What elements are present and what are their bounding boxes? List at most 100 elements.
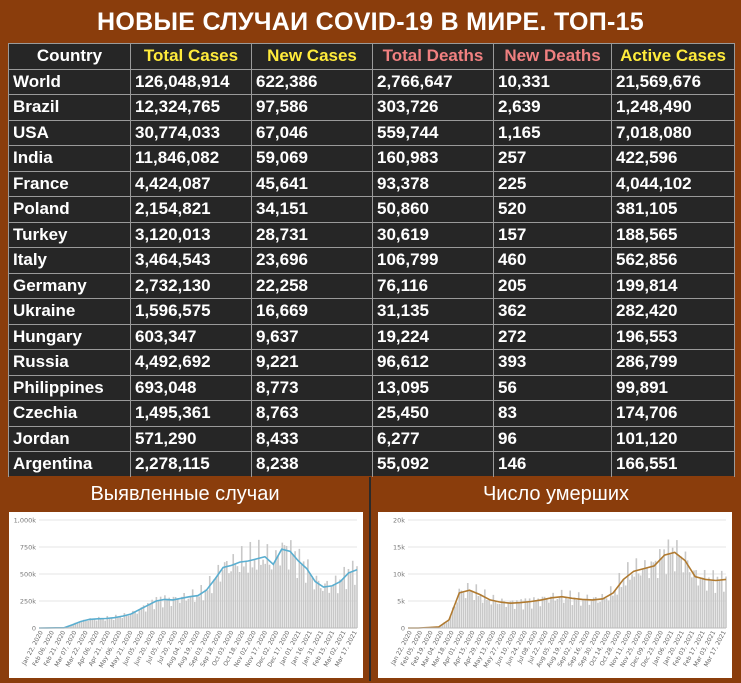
- bar: [102, 618, 104, 628]
- bar: [145, 612, 147, 628]
- cell-total-cases: 571,290: [131, 426, 252, 452]
- bar: [241, 546, 243, 628]
- bar: [320, 588, 322, 628]
- bar: [678, 555, 680, 628]
- page-title: НОВЫЕ СЛУЧАИ COVID-19 В МИРЕ. ТОП-15: [0, 0, 741, 42]
- bar: [529, 598, 531, 628]
- bar: [680, 557, 682, 628]
- bar: [258, 540, 260, 628]
- bar: [604, 598, 606, 628]
- bar: [486, 600, 488, 628]
- bar: [471, 591, 473, 628]
- header-active-cases: Active Cases: [612, 44, 735, 70]
- bar: [623, 579, 625, 628]
- bar: [661, 557, 663, 628]
- cell-total-cases: 3,120,013: [131, 222, 252, 248]
- cell-new-cases: 8,773: [252, 375, 373, 401]
- bar: [350, 573, 352, 628]
- bar: [254, 559, 256, 628]
- cell-new-deaths: 146: [494, 452, 612, 478]
- cell-total-cases: 1,495,361: [131, 401, 252, 427]
- cell-total-cases: 693,048: [131, 375, 252, 401]
- cell-total-deaths: 30,619: [373, 222, 494, 248]
- cell-total-deaths: 106,799: [373, 248, 494, 274]
- cell-active-cases: 562,856: [612, 248, 735, 274]
- cell-total-deaths: 55,092: [373, 452, 494, 478]
- cell-total-cases: 4,492,692: [131, 350, 252, 376]
- cell-country: Russia: [9, 350, 131, 376]
- bar: [672, 548, 674, 628]
- bar: [693, 570, 695, 628]
- cell-country: USA: [9, 120, 131, 146]
- bar: [87, 621, 89, 628]
- header-country: Country: [9, 44, 131, 70]
- cell-total-deaths: 559,744: [373, 120, 494, 146]
- bar: [158, 601, 160, 628]
- cell-country: Poland: [9, 197, 131, 223]
- bar: [469, 591, 471, 628]
- bar: [465, 598, 467, 628]
- bar: [683, 572, 685, 628]
- bar: [621, 587, 623, 628]
- bar: [540, 606, 542, 628]
- bar: [648, 578, 650, 628]
- bar: [205, 590, 207, 628]
- bar: [269, 565, 271, 628]
- bar: [303, 561, 305, 628]
- cell-active-cases: 7,018,080: [612, 120, 735, 146]
- bar: [356, 566, 358, 628]
- bar: [719, 581, 721, 628]
- bar: [243, 566, 245, 628]
- header-new-deaths: New Deaths: [494, 44, 612, 70]
- bar: [663, 549, 665, 628]
- bar: [220, 582, 222, 628]
- bar: [271, 569, 273, 628]
- cell-total-deaths: 19,224: [373, 324, 494, 350]
- bar: [262, 560, 264, 628]
- bar: [627, 562, 629, 628]
- bar: [710, 581, 712, 628]
- bar: [256, 570, 258, 628]
- cell-new-cases: 9,637: [252, 324, 373, 350]
- bar: [113, 620, 115, 628]
- bar: [548, 603, 550, 628]
- bar: [207, 590, 209, 628]
- bar: [708, 577, 710, 628]
- cell-new-deaths: 225: [494, 171, 612, 197]
- bar: [185, 601, 187, 628]
- cell-active-cases: 99,891: [612, 375, 735, 401]
- bar: [181, 597, 183, 628]
- bar: [633, 577, 635, 628]
- cell-new-deaths: 520: [494, 197, 612, 223]
- bar: [480, 594, 482, 628]
- cell-active-cases: 21,569,676: [612, 69, 735, 95]
- cases-chart-title: Выявленные случаи: [0, 478, 370, 510]
- cell-active-cases: 174,706: [612, 401, 735, 427]
- cell-active-cases: 101,120: [612, 426, 735, 452]
- cell-total-deaths: 31,135: [373, 299, 494, 325]
- bar: [322, 591, 324, 628]
- bar: [239, 572, 241, 628]
- bar: [550, 597, 552, 628]
- cell-new-cases: 34,151: [252, 197, 373, 223]
- bar: [629, 580, 631, 628]
- bar: [292, 554, 294, 628]
- bar: [92, 619, 94, 628]
- bar: [147, 603, 149, 628]
- bar: [237, 566, 239, 628]
- cell-total-cases: 2,278,115: [131, 452, 252, 478]
- bar: [670, 554, 672, 628]
- cell-active-cases: 166,551: [612, 452, 735, 478]
- bar: [484, 589, 486, 628]
- cell-country: Philippines: [9, 375, 131, 401]
- bar: [497, 604, 499, 628]
- cell-country: France: [9, 171, 131, 197]
- bar: [646, 568, 648, 628]
- cell-active-cases: 422,596: [612, 146, 735, 172]
- bar: [318, 581, 320, 628]
- cell-new-deaths: 205: [494, 273, 612, 299]
- bar: [490, 604, 492, 628]
